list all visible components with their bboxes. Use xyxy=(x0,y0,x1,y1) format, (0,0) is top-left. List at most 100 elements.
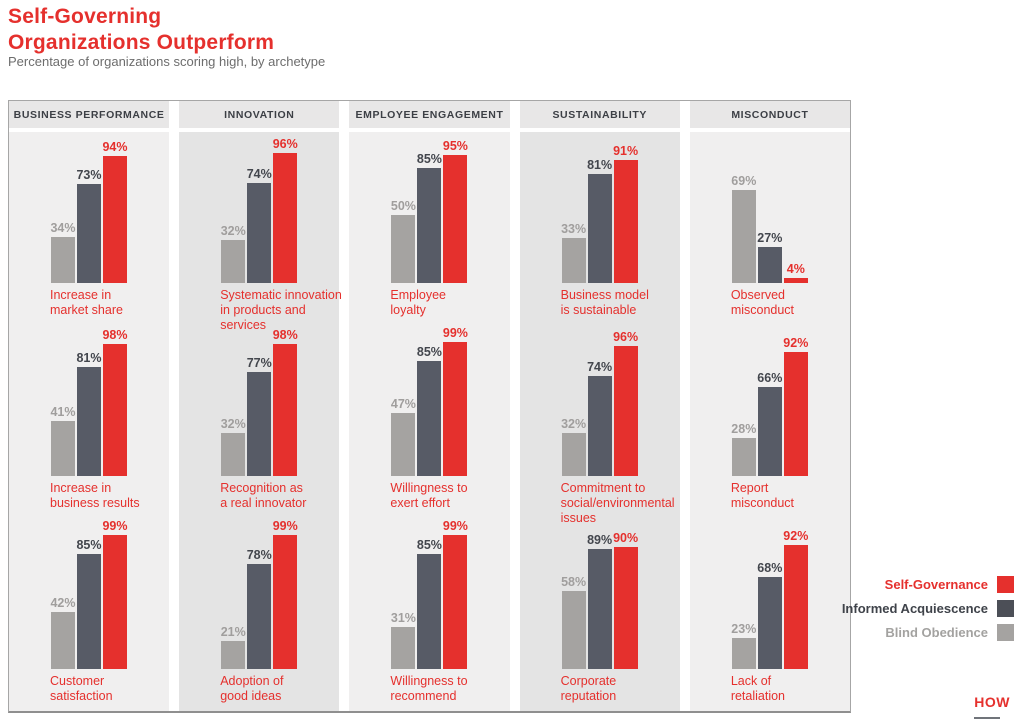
bar-self-governance: 99% xyxy=(442,519,468,669)
bar-blind-obedience: 47% xyxy=(390,397,416,476)
category-header: INNOVATION xyxy=(179,101,340,128)
bar-cluster: 32% 77% 98% xyxy=(179,325,339,476)
bar-value-label: 32% xyxy=(220,417,246,431)
bar-cluster: 31% 85% 99% xyxy=(349,518,509,669)
bar-blind-obedience-rect xyxy=(51,237,75,283)
bar-value-label: 85% xyxy=(416,538,442,552)
bar-value-label: 99% xyxy=(442,519,468,533)
legend-item-self-governance: Self-Governance xyxy=(842,576,1014,593)
category-column-employee-engagement: EMPLOYEE ENGAGEMENT 50% 85% 95% Employee loy… xyxy=(349,101,510,711)
bar-self-governance-rect xyxy=(613,346,638,476)
bar-self-governance-rect xyxy=(613,160,638,283)
page-subtitle: Percentage of organizations scoring high… xyxy=(8,54,326,69)
bar-group-systematic-innovation: 32% 74% 96% Systematic innovation in produc… xyxy=(179,132,342,332)
bar-informed-acquiescence: 85% xyxy=(76,538,102,669)
bar-value-label: 74% xyxy=(246,167,272,181)
bar-value-label: 85% xyxy=(76,538,102,552)
bar-informed-acquiescence-rect xyxy=(587,376,612,476)
legend-swatch-self-governance xyxy=(997,576,1014,593)
bar-informed-acquiescence: 85% xyxy=(416,345,442,476)
bar-value-label: 74% xyxy=(587,360,613,374)
bar-blind-obedience-rect xyxy=(391,413,416,476)
bar-cluster: 21% 78% 99% xyxy=(179,518,339,669)
metric-label: Adoption of good ideas xyxy=(220,674,284,703)
bar-value-label: 69% xyxy=(731,174,757,188)
category-body: 33% 81% 91% Business model is sustainable 32… xyxy=(519,132,680,711)
category-body: 69% 27% 4% Observed misconduct 28% 66% 92% Repo… xyxy=(689,132,851,711)
bar-cluster: 34% 73% 94% xyxy=(9,132,169,283)
bar-informed-acquiescence: 81% xyxy=(587,158,613,283)
bar-self-governance-rect xyxy=(783,352,808,476)
category-header: EMPLOYEE ENGAGEMENT xyxy=(349,101,510,128)
bar-value-label: 27% xyxy=(757,231,783,245)
bar-self-governance: 92% xyxy=(783,529,809,669)
bar-group-willingness-to: 31% 85% 99% Willingness to recommend xyxy=(349,518,509,711)
bar-blind-obedience: 32% xyxy=(220,224,246,283)
bar-informed-acquiescence: 89% xyxy=(587,533,613,669)
bar-blind-obedience-rect xyxy=(561,433,586,476)
bar-value-label: 50% xyxy=(390,199,416,213)
bar-value-label: 58% xyxy=(561,575,587,589)
bar-cluster: 50% 85% 95% xyxy=(349,132,509,283)
bar-value-label: 34% xyxy=(50,221,76,235)
legend-swatch-blind-obedience xyxy=(997,624,1014,641)
bar-informed-acquiescence: 81% xyxy=(76,351,102,476)
category-column-sustainability: SUSTAINABILITY 33% 81% 91% Business model is… xyxy=(519,101,680,711)
bar-value-label: 96% xyxy=(272,137,298,151)
bar-self-governance-rect xyxy=(443,535,468,669)
how-logo-underline xyxy=(974,717,1000,719)
bar-cluster: 32% 74% 96% xyxy=(520,325,680,476)
bar-blind-obedience: 34% xyxy=(50,221,76,283)
bar-value-label: 42% xyxy=(50,596,76,610)
bar-informed-acquiescence-rect xyxy=(247,183,272,283)
metric-label: Increase in business results xyxy=(50,481,140,510)
bar-group-observed: 69% 27% 4% Observed misconduct xyxy=(690,132,850,325)
bar-value-label: 98% xyxy=(102,328,128,342)
bar-informed-acquiescence: 27% xyxy=(757,231,783,283)
category-body: 50% 85% 95% Employee loyalty 47% 85% 99% Willin… xyxy=(349,132,510,711)
bar-blind-obedience-rect xyxy=(391,627,416,669)
legend-item-informed-acquiescence: Informed Acquiescence xyxy=(842,600,1014,617)
bar-value-label: 92% xyxy=(783,336,809,350)
bar-informed-acquiescence-rect xyxy=(417,168,442,283)
legend: Self-Governance Informed Acquiescence Blin… xyxy=(842,576,1014,648)
bar-group-commitment-to: 32% 74% 96% Commitment to social/environmen… xyxy=(520,325,680,525)
metric-label: Commitment to social/environmental issue… xyxy=(560,481,675,525)
bar-self-governance: 92% xyxy=(783,336,809,476)
bar-value-label: 96% xyxy=(613,330,639,344)
bar-blind-obedience: 50% xyxy=(390,199,416,283)
page-title: Self-Governing Organizations Outperform xyxy=(8,5,275,55)
legend-label: Self-Governance xyxy=(884,577,988,592)
bar-self-governance-rect xyxy=(443,342,468,476)
metric-label: Business model is sustainable xyxy=(560,288,649,317)
bar-blind-obedience: 31% xyxy=(390,611,416,669)
bar-blind-obedience-rect xyxy=(221,433,246,476)
metric-label: Observed misconduct xyxy=(730,288,795,317)
bar-blind-obedience-rect xyxy=(731,438,756,476)
bar-blind-obedience-rect xyxy=(221,240,246,283)
metric-label: Employee loyalty xyxy=(390,288,446,317)
bar-blind-obedience: 32% xyxy=(220,417,246,476)
bar-cluster: 32% 74% 96% xyxy=(179,132,339,283)
bar-self-governance-rect xyxy=(613,547,638,669)
category-body: 34% 73% 94% Increase in market share 41% 81% 9… xyxy=(9,132,170,711)
metric-label: Recognition as a real innovator xyxy=(220,481,307,510)
category-header: SUSTAINABILITY xyxy=(519,101,680,128)
bar-self-governance: 99% xyxy=(102,519,128,669)
bar-self-governance-rect xyxy=(273,153,298,283)
bar-group-customer: 42% 85% 99% Customer satisfaction xyxy=(9,518,169,711)
bar-informed-acquiescence-rect xyxy=(417,554,442,669)
legend-label: Blind Obedience xyxy=(885,625,988,640)
metric-label: Systematic innovation in products and se… xyxy=(220,288,342,332)
bar-value-label: 85% xyxy=(416,152,442,166)
bar-blind-obedience: 33% xyxy=(561,222,587,283)
bar-self-governance: 99% xyxy=(442,326,468,476)
bar-value-label: 33% xyxy=(561,222,587,236)
bar-self-governance: 94% xyxy=(102,140,128,283)
bar-group-business-model: 33% 81% 91% Business model is sustainable xyxy=(520,132,680,325)
legend-item-blind-obedience: Blind Obedience xyxy=(842,624,1014,641)
metric-label: Customer satisfaction xyxy=(50,674,113,703)
bar-blind-obedience-rect xyxy=(731,638,756,669)
bar-self-governance: 96% xyxy=(613,330,639,476)
bar-value-label: 32% xyxy=(561,417,587,431)
